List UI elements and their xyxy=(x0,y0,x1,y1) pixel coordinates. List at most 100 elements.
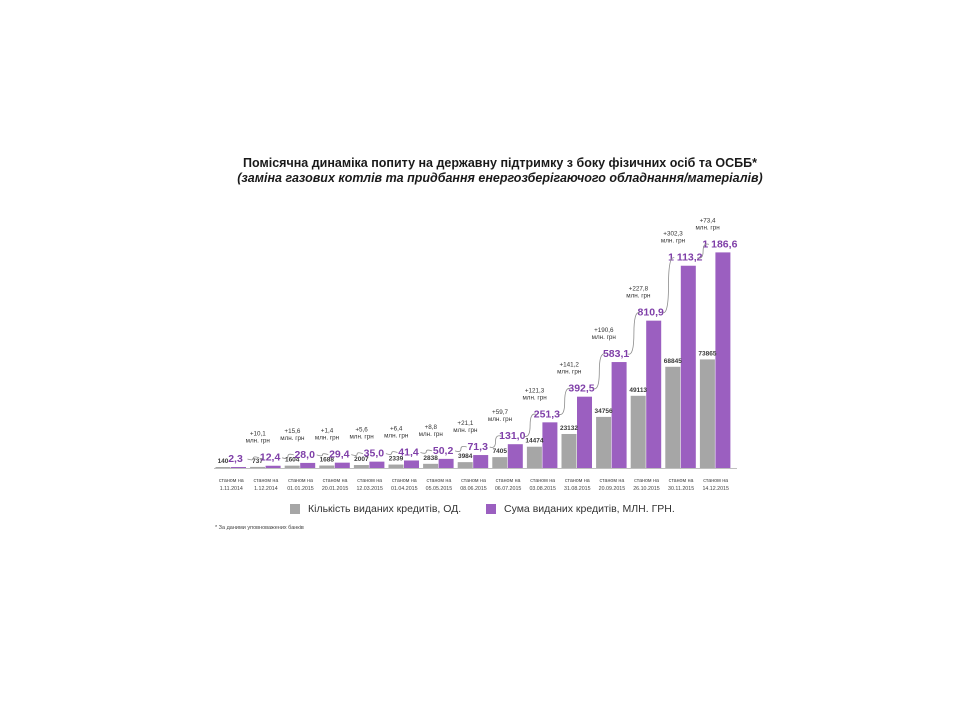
growth-connector xyxy=(593,353,606,390)
legend-swatch-sum xyxy=(486,504,496,514)
bar-count xyxy=(596,416,612,468)
tick-label: 20.01.2015 xyxy=(322,486,349,492)
tick-label-prefix: станом на xyxy=(496,478,521,484)
growth-connector xyxy=(558,388,571,415)
increment-label: +190,6 xyxy=(594,327,614,334)
tick-label-prefix: станом на xyxy=(288,478,313,484)
increment-label: +141,2 xyxy=(559,362,579,369)
tick-label: 01.04.2015 xyxy=(391,486,418,492)
data-label-count: 3984 xyxy=(458,453,473,460)
growth-connector xyxy=(385,451,398,455)
increment-label: +10,1 xyxy=(250,431,266,438)
legend-item-sum: Сума виданих кредитів, МЛН. ГРН. xyxy=(486,503,675,515)
bar-sum xyxy=(507,444,523,468)
data-label-count: 2838 xyxy=(423,455,438,462)
bar-count xyxy=(699,359,715,468)
data-label-sum: 2,3 xyxy=(228,453,243,465)
legend-item-count: Кількість виданих кредитів, ОД. xyxy=(290,503,461,515)
increment-label: +59,7 xyxy=(492,409,508,416)
bar-sum xyxy=(680,265,696,468)
increment-unit: млн. грн xyxy=(384,432,409,439)
increment-unit: млн. грн xyxy=(695,224,720,231)
increment-label: +15,6 xyxy=(284,428,300,435)
legend-label-sum: Сума виданих кредитів, МЛН. ГРН. xyxy=(504,503,675,515)
increment-unit: млн. грн xyxy=(315,435,340,442)
bar-sum xyxy=(646,320,662,468)
bar-count xyxy=(561,433,577,468)
increment-label: +227,8 xyxy=(629,286,649,293)
tick-label: 01.01.2015 xyxy=(287,486,314,492)
increment-unit: млн. грн xyxy=(661,238,686,245)
increment-unit: млн. грн xyxy=(522,394,547,401)
growth-connector xyxy=(662,257,675,314)
bar-sum xyxy=(577,396,592,468)
bar-count xyxy=(353,465,369,468)
bar-sum xyxy=(715,252,731,468)
bar-count xyxy=(319,465,335,468)
increment-label: +1,4 xyxy=(321,428,334,435)
bar-sum xyxy=(438,458,454,468)
bar-count xyxy=(492,457,508,468)
data-label-count: 73865 xyxy=(698,350,716,357)
data-label-sum: 28,0 xyxy=(294,449,315,461)
data-label-sum: 35,0 xyxy=(364,448,385,460)
growth-connector xyxy=(454,445,467,452)
tick-label-prefix: станом на xyxy=(599,478,624,484)
data-label-count: 1604 xyxy=(285,457,300,464)
bar-sum xyxy=(265,465,281,468)
data-label-sum: 29,4 xyxy=(329,449,350,461)
tick-label-prefix: станом на xyxy=(392,478,417,484)
data-label-sum: 71,3 xyxy=(467,441,488,453)
tick-label-prefix: станом на xyxy=(634,478,659,484)
data-label-count: 14474 xyxy=(525,438,543,445)
growth-connector xyxy=(351,452,364,456)
tick-label-prefix: станом на xyxy=(253,478,278,484)
data-label-sum: 41,4 xyxy=(398,446,419,458)
increment-label: +73,4 xyxy=(700,217,716,224)
data-label-count: 2007 xyxy=(354,456,369,463)
chart-subtitle: (заміна газових котлів та придбання енер… xyxy=(237,171,763,185)
increment-unit: млн. грн xyxy=(488,416,513,423)
tick-label-prefix: станом на xyxy=(357,478,382,484)
data-label-count: 34756 xyxy=(595,408,613,415)
growth-connector xyxy=(524,413,537,437)
bar-count xyxy=(423,463,439,468)
data-label-sum: 50,2 xyxy=(433,445,454,457)
increment-unit: млн. грн xyxy=(626,293,651,300)
increment-label: +21,1 xyxy=(457,420,473,427)
tick-label: 12.03.2015 xyxy=(356,486,383,492)
bar-count xyxy=(388,464,404,468)
bar-count xyxy=(215,467,231,468)
increment-unit: млн. грн xyxy=(419,431,444,438)
chart-title: Помісячна динаміка попиту на державну пі… xyxy=(243,156,757,170)
bar-sum xyxy=(611,362,627,468)
data-label-count: 68845 xyxy=(664,358,682,365)
increment-unit: млн. грн xyxy=(453,427,478,434)
bar-sum xyxy=(473,455,489,468)
growth-connector xyxy=(627,312,640,355)
bar-count xyxy=(526,446,542,468)
data-label-sum: 131,0 xyxy=(499,430,525,442)
tick-label: 1.12.2014 xyxy=(254,486,278,492)
bar-count xyxy=(250,466,266,468)
tick-label: 08.06.2015 xyxy=(460,486,487,492)
tick-label: 1.11.2014 xyxy=(220,486,243,492)
tick-label: 31.08.2015 xyxy=(564,486,591,492)
tick-label: 06.07.2015 xyxy=(495,486,522,492)
data-label-count: 1688 xyxy=(320,457,335,464)
bar-sum xyxy=(300,462,316,468)
increment-unit: млн. грн xyxy=(557,369,582,376)
tick-label-prefix: станом на xyxy=(323,478,348,484)
data-label-sum: 12,4 xyxy=(260,452,281,464)
legend-label-count: Кількість виданих кредитів, ОД. xyxy=(308,503,462,515)
tick-label-prefix: станом на xyxy=(669,478,694,484)
data-label-sum: 1 113,2 xyxy=(668,252,703,264)
bar-sum xyxy=(404,460,419,468)
increment-label: +6,4 xyxy=(390,425,403,432)
growth-connector xyxy=(420,449,433,454)
tick-label-prefix: станом на xyxy=(426,478,451,484)
data-label-sum: 392,5 xyxy=(568,383,594,395)
data-label-sum: 810,9 xyxy=(638,307,664,319)
data-label-count: 737 xyxy=(252,458,263,465)
